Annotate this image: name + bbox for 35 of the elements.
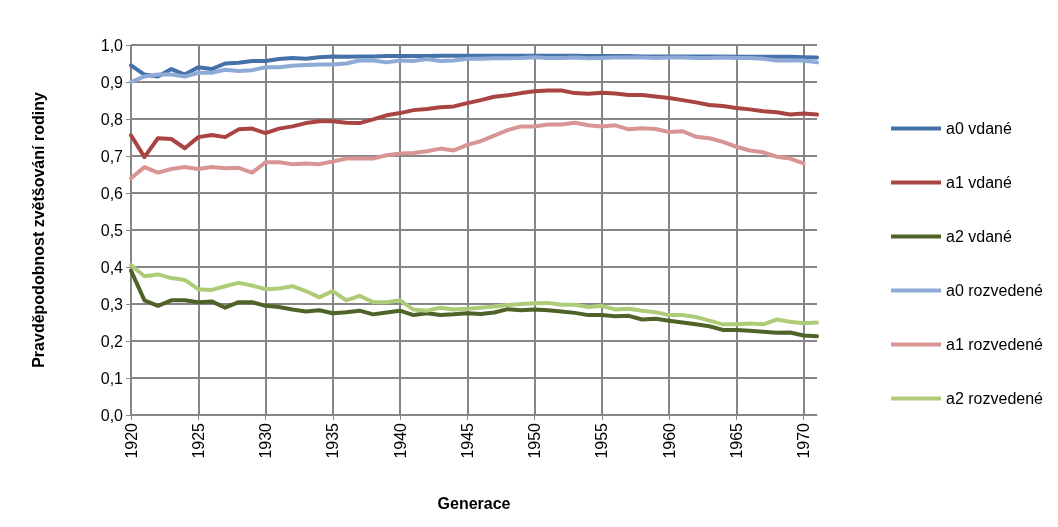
x-tick-label: 1940 <box>391 422 409 459</box>
legend-label: a2 rozvedené <box>946 390 1044 407</box>
legend-label: a2 vdané <box>946 228 1012 245</box>
x-tick-label: 1950 <box>526 422 544 459</box>
line-series <box>129 268 819 339</box>
y-tick-label: 0,7 <box>100 147 124 165</box>
y-tick-label: 0,2 <box>100 332 124 350</box>
line-series <box>129 88 819 160</box>
y-tick-label: 0,5 <box>100 221 124 239</box>
y-tick-label: 0,3 <box>100 295 124 313</box>
x-tick-label: 1925 <box>189 422 207 459</box>
x-tick-label: 1965 <box>727 422 745 459</box>
y-tick-label: 0,0 <box>100 406 124 424</box>
x-tick-label: 1955 <box>593 422 611 459</box>
x-tick-label: 1930 <box>257 422 275 459</box>
legend-label: a1 vdané <box>946 174 1012 191</box>
x-axis-title: Generace <box>437 494 511 512</box>
y-tick-label: 0,8 <box>100 110 124 128</box>
y-tick-label: 1,0 <box>100 36 124 54</box>
x-tick-label: 1960 <box>660 422 678 459</box>
y-tick-label: 0,6 <box>100 184 124 202</box>
x-tick-label: 1945 <box>458 422 476 459</box>
y-tick-label: 0,4 <box>100 258 124 276</box>
line-series <box>129 120 806 181</box>
x-tick-label: 1970 <box>795 422 813 459</box>
legend-label: a0 rozvedené <box>946 282 1044 299</box>
y-tick-label: 0,1 <box>100 369 124 387</box>
legend-label: a0 vdané <box>946 120 1012 137</box>
line-series <box>129 55 819 84</box>
y-tick-label: 0,9 <box>100 73 124 91</box>
legend-label: a1 rozvedené <box>946 336 1044 353</box>
line-series <box>129 263 819 327</box>
x-tick-label: 1920 <box>122 422 140 459</box>
x-tick-label: 1935 <box>324 422 342 459</box>
y-axis-title: Pravděpodobnost zvětšování rodiny <box>29 92 47 368</box>
